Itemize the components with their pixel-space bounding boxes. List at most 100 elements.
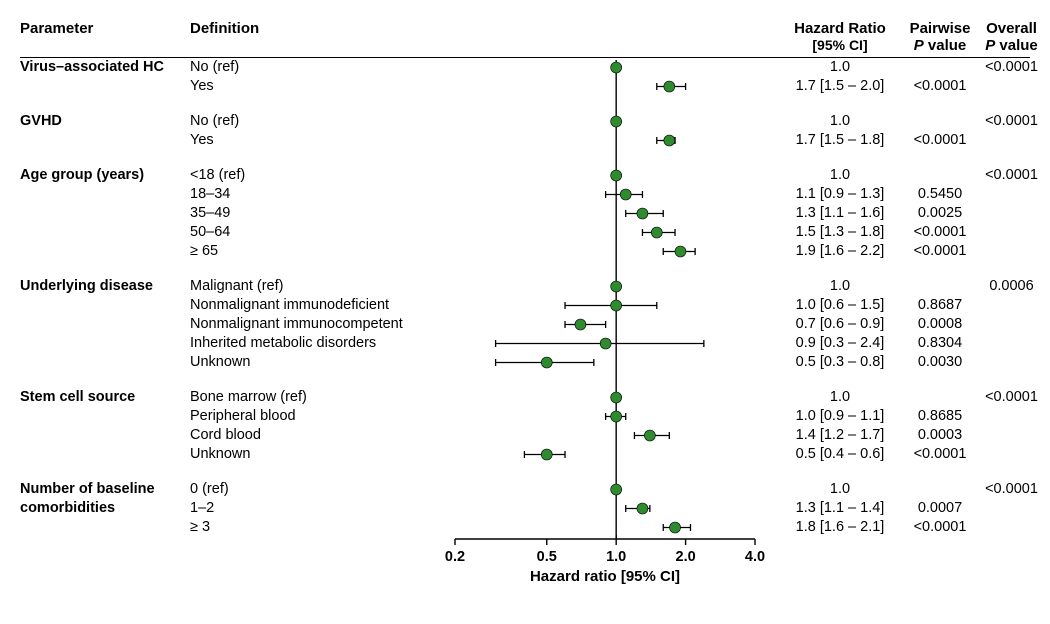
definition-label: <18 (ref) <box>190 167 435 183</box>
group-spacer <box>20 464 1030 480</box>
svg-text:1.0: 1.0 <box>606 549 626 565</box>
definition-label: No (ref) <box>190 113 435 129</box>
definition-label: No (ref) <box>190 59 435 75</box>
definition-label: Inherited metabolic disorders <box>190 335 435 351</box>
definition-label: Yes <box>190 78 435 94</box>
table-row: Cord blood 1.4 [1.2 – 1.7]0.0003 <box>20 426 1030 445</box>
parameter-label: Stem cell source <box>20 389 190 405</box>
header-parameter: Parameter <box>20 20 190 55</box>
header-plot-space <box>435 20 775 55</box>
table-row: Inherited metabolic disorders 0.9 [0.3 – … <box>20 334 1030 353</box>
pairwise-p: 0.0030 <box>905 354 975 370</box>
forest-plot: Parameter Definition Hazard Ratio [95% C… <box>20 20 1030 587</box>
definition-label: Yes <box>190 132 435 148</box>
table-row: Virus–associated HCNo (ref)1.0<0.0001 <box>20 58 1030 77</box>
table-row: 35–49 1.3 [1.1 – 1.6]0.0025 <box>20 204 1030 223</box>
x-axis: 0.2 0.5 1.0 2.0 4.0 Hazard ratio [95% CI] <box>20 537 1030 587</box>
parameter-label: Virus–associated HC <box>20 59 190 75</box>
pairwise-p: <0.0001 <box>905 78 975 94</box>
hazard-ratio-text: 1.1 [0.9 – 1.3] <box>775 186 905 202</box>
pairwise-p: 0.8685 <box>905 408 975 424</box>
pairwise-p: 0.8304 <box>905 335 975 351</box>
table-row: Age group (years)<18 (ref)1.0<0.0001 <box>20 166 1030 185</box>
hazard-ratio-text: 1.7 [1.5 – 2.0] <box>775 78 905 94</box>
definition-label: Nonmalignant immunocompetent <box>190 316 435 332</box>
parameter-label: Number of baseline <box>20 481 190 497</box>
table-row: Nonmalignant immunocompetent0.7 [0.6 – 0… <box>20 315 1030 334</box>
overall-p: <0.0001 <box>975 167 1044 183</box>
table-row: Number of baseline0 (ref)1.0<0.0001 <box>20 480 1030 499</box>
definition-label: 1–2 <box>190 500 435 516</box>
table-row: ≥ 65 1.9 [1.6 – 2.2]<0.0001 <box>20 242 1030 261</box>
definition-label: 0 (ref) <box>190 481 435 497</box>
table-row: 18–34 1.1 [0.9 – 1.3]0.5450 <box>20 185 1030 204</box>
table-row: Nonmalignant immunodeficient1.0 [0.6 – 1… <box>20 296 1030 315</box>
pairwise-p: <0.0001 <box>905 446 975 462</box>
parameter-label: Underlying disease <box>20 278 190 294</box>
definition-label: Malignant (ref) <box>190 278 435 294</box>
hazard-ratio-text: 1.4 [1.2 – 1.7] <box>775 427 905 443</box>
table-row: Unknown 0.5 [0.3 – 0.8]0.0030 <box>20 353 1030 372</box>
header-hazard-ratio: Hazard Ratio [95% CI] <box>775 20 905 55</box>
hazard-ratio-text: 1.0 <box>775 59 905 75</box>
table-row: Stem cell sourceBone marrow (ref)1.0<0.0… <box>20 388 1030 407</box>
svg-text:4.0: 4.0 <box>745 549 765 565</box>
svg-text:0.5: 0.5 <box>537 549 557 565</box>
hazard-ratio-text: 0.9 [0.3 – 2.4] <box>775 335 905 351</box>
definition-label: Bone marrow (ref) <box>190 389 435 405</box>
table-row: Yes 1.7 [1.5 – 2.0]<0.0001 <box>20 77 1030 96</box>
overall-p: <0.0001 <box>975 59 1044 75</box>
table-row: comorbidities1–2 1.3 [1.1 – 1.4]0.0007 <box>20 499 1030 518</box>
hazard-ratio-text: 1.8 [1.6 – 2.1] <box>775 519 905 535</box>
table-row: GVHDNo (ref)1.0<0.0001 <box>20 112 1030 131</box>
table-row: Unknown 0.5 [0.4 – 0.6]<0.0001 <box>20 445 1030 464</box>
hazard-ratio-text: 0.5 [0.4 – 0.6] <box>775 446 905 462</box>
pairwise-p: 0.0007 <box>905 500 975 516</box>
hazard-ratio-text: 1.0 <box>775 481 905 497</box>
hazard-ratio-text: 0.5 [0.3 – 0.8] <box>775 354 905 370</box>
overall-p: <0.0001 <box>975 481 1044 497</box>
table-body: Virus–associated HCNo (ref)1.0<0.0001Yes… <box>20 58 1030 537</box>
definition-label: ≥ 3 <box>190 519 435 535</box>
definition-label: 18–34 <box>190 186 435 202</box>
definition-label: ≥ 65 <box>190 243 435 259</box>
pairwise-p: <0.0001 <box>905 243 975 259</box>
hazard-ratio-text: 1.0 <box>775 113 905 129</box>
header-definition: Definition <box>190 20 435 55</box>
header-pairwise: Pairwise P value <box>905 20 975 55</box>
definition-label: Unknown <box>190 446 435 462</box>
parameter-label: Age group (years) <box>20 167 190 183</box>
header-overall: Overall P value <box>975 20 1044 55</box>
definition-label: Unknown <box>190 354 435 370</box>
overall-p: <0.0001 <box>975 113 1044 129</box>
pairwise-p: 0.0008 <box>905 316 975 332</box>
hazard-ratio-text: 1.3 [1.1 – 1.4] <box>775 500 905 516</box>
definition-label: 35–49 <box>190 205 435 221</box>
hazard-ratio-text: 1.0 <box>775 167 905 183</box>
pairwise-p: <0.0001 <box>905 224 975 240</box>
overall-p: <0.0001 <box>975 389 1044 405</box>
header-row: Parameter Definition Hazard Ratio [95% C… <box>20 20 1030 58</box>
x-axis-label: Hazard ratio [95% CI] <box>530 568 680 585</box>
overall-p: 0.0006 <box>975 278 1044 294</box>
hazard-ratio-text: 1.9 [1.6 – 2.2] <box>775 243 905 259</box>
group-spacer <box>20 150 1030 166</box>
hazard-ratio-text: 1.7 [1.5 – 1.8] <box>775 132 905 148</box>
definition-label: 50–64 <box>190 224 435 240</box>
svg-text:0.2: 0.2 <box>445 549 465 565</box>
table-row: Yes1.7 [1.5 – 1.8]<0.0001 <box>20 131 1030 150</box>
hazard-ratio-text: 1.5 [1.3 – 1.8] <box>775 224 905 240</box>
group-spacer <box>20 96 1030 112</box>
pairwise-p: 0.5450 <box>905 186 975 202</box>
pairwise-p: 0.0025 <box>905 205 975 221</box>
svg-text:2.0: 2.0 <box>676 549 696 565</box>
hazard-ratio-text: 1.3 [1.1 – 1.6] <box>775 205 905 221</box>
table-row: Peripheral blood1.0 [0.9 – 1.1]0.8685 <box>20 407 1030 426</box>
pairwise-p: 0.0003 <box>905 427 975 443</box>
pairwise-p: 0.8687 <box>905 297 975 313</box>
hazard-ratio-text: 1.0 [0.6 – 1.5] <box>775 297 905 313</box>
hazard-ratio-text: 1.0 <box>775 389 905 405</box>
group-spacer <box>20 261 1030 277</box>
definition-label: Cord blood <box>190 427 435 443</box>
parameter-label: comorbidities <box>20 500 190 516</box>
